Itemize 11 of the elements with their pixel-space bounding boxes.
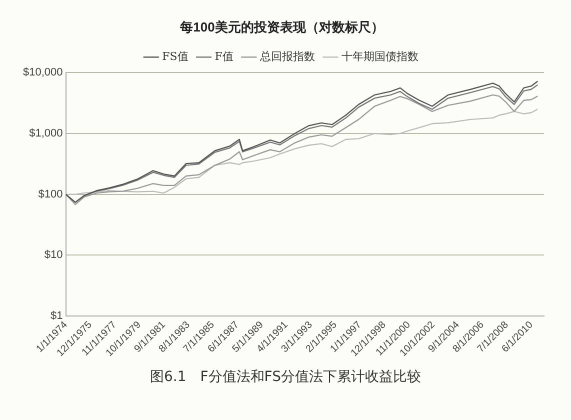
legend-label: 总回报指数 xyxy=(258,50,315,63)
y-tick-label: $1,000 xyxy=(29,127,63,140)
legend-label: 十年期国债指数 xyxy=(341,50,418,63)
chart-title: 每100美元的投资表现（对数标尺） xyxy=(179,19,384,34)
y-tick-label: $100 xyxy=(38,188,63,200)
legend-label: F值 xyxy=(214,50,234,63)
legend-label: FS值 xyxy=(162,50,188,63)
y-tick-label: $1 xyxy=(50,310,63,322)
y-tick-label: $10 xyxy=(44,249,63,262)
caption: 图6.1 F分值法和FS分值法下累计收益比较 xyxy=(148,368,422,386)
y-tick-label: $10,000 xyxy=(22,66,63,79)
